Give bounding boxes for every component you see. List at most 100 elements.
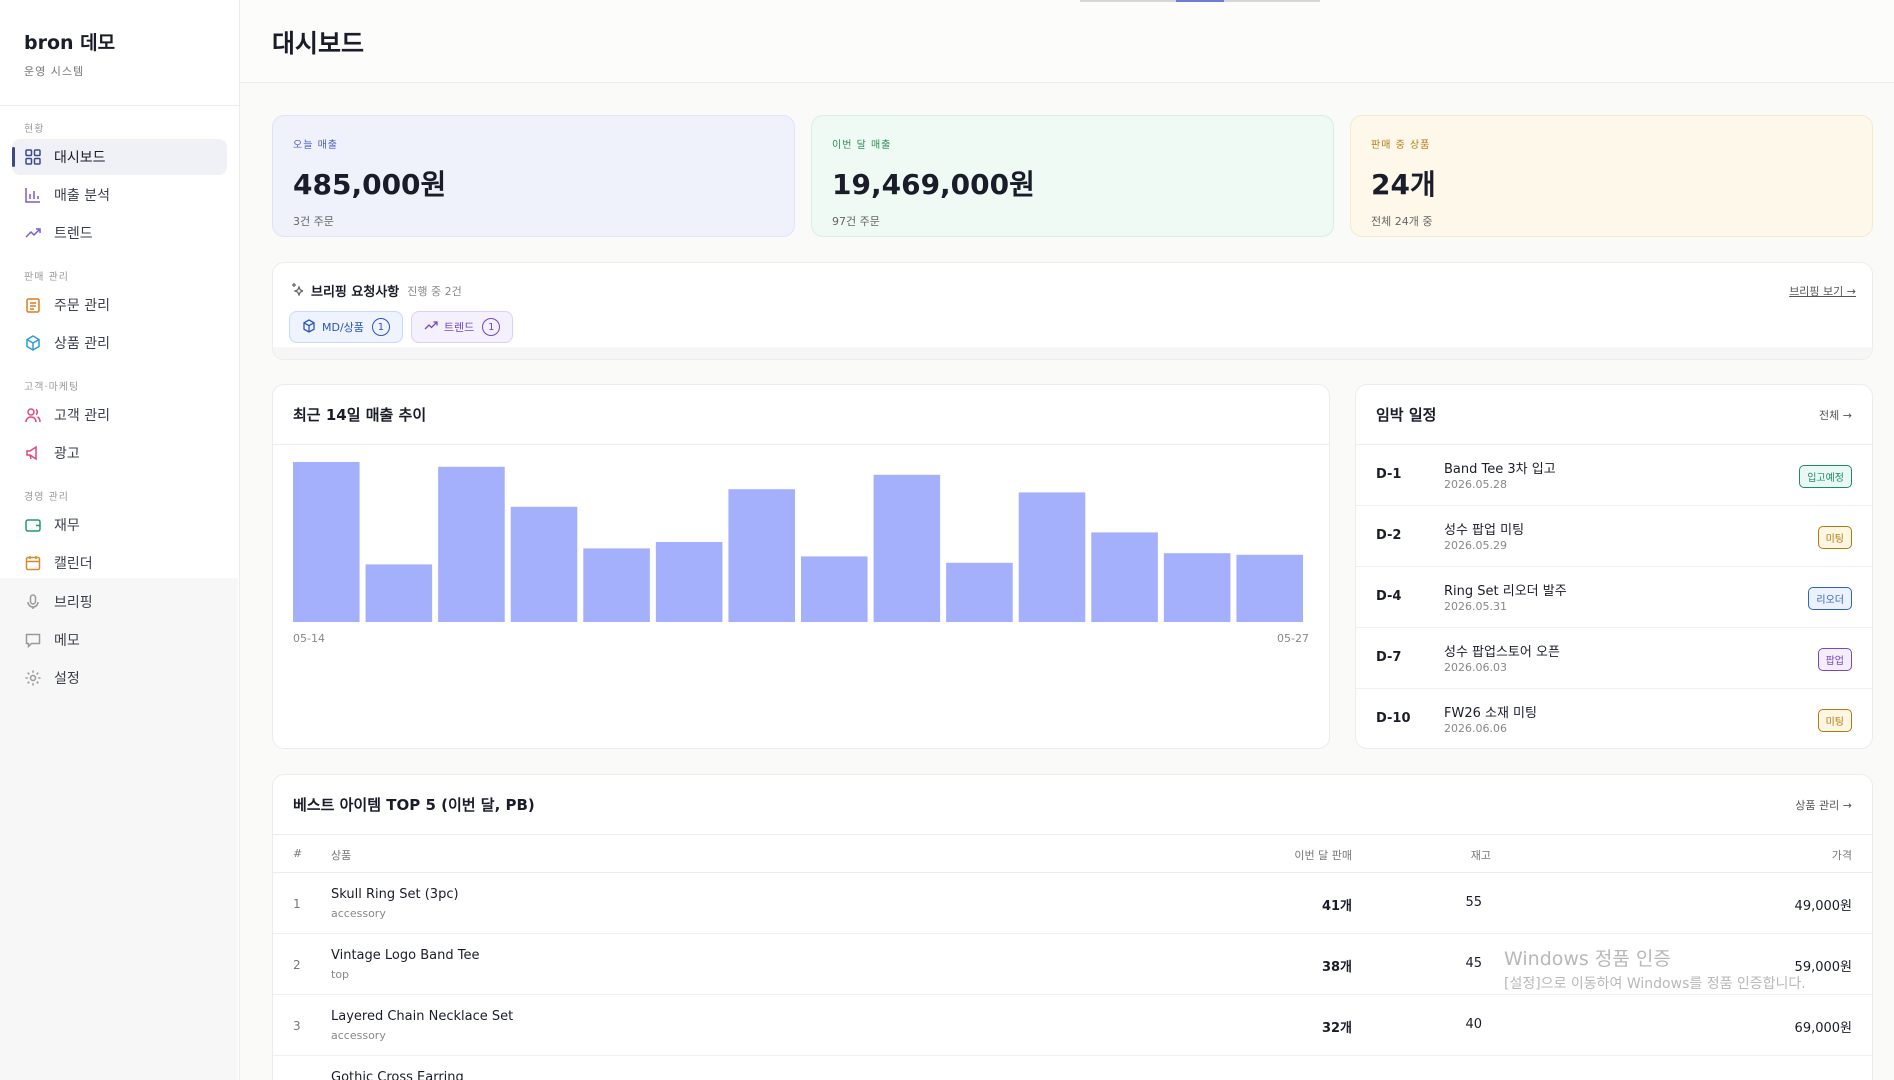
- chip-trend[interactable]: 트렌드 1: [410, 311, 514, 343]
- sidebar-item-customers[interactable]: 고객 관리: [12, 397, 227, 433]
- page-header: 대시보드: [240, 0, 1894, 83]
- chart-bar-05-22[interactable]: [873, 474, 941, 622]
- table-row[interactable]: 4 Gothic Cross Earring: [273, 1056, 1872, 1080]
- sidebar-item-products[interactable]: 상품 관리: [12, 325, 227, 361]
- sidebar-item-calendar[interactable]: 캘린더: [12, 545, 227, 581]
- chip-count: 1: [482, 318, 501, 336]
- chart-bar-05-25[interactable]: [1091, 532, 1158, 622]
- chart-bar-05-21[interactable]: [801, 556, 868, 622]
- message-icon: [24, 631, 42, 649]
- view-briefing-link[interactable]: 브리핑 보기 →: [1789, 285, 1856, 298]
- monthly-sales: 38개: [1321, 960, 1352, 975]
- sidebar-item-dashboard[interactable]: 대시보드: [12, 139, 227, 175]
- stat-sub: 97건 주문: [832, 215, 880, 228]
- box-icon: [302, 318, 322, 336]
- sidebar-item-sales-analysis[interactable]: 매출 분석: [12, 177, 227, 213]
- product-name: Vintage Logo Band Tee: [331, 948, 480, 963]
- product-name: Layered Chain Necklace Set: [331, 1009, 514, 1024]
- watermark-title: Windows 정품 인증: [1504, 948, 1671, 970]
- mic-icon: [24, 593, 42, 611]
- sidebar-item-trend[interactable]: 트렌드: [12, 215, 227, 251]
- briefing-meta: 진행 중 2건: [407, 284, 462, 298]
- product-management-link[interactable]: 상품 관리 →: [1795, 798, 1852, 812]
- sidebar-item-memo[interactable]: 메모: [12, 622, 227, 658]
- users-icon: [24, 406, 42, 424]
- chart-bar-05-24[interactable]: [1018, 492, 1086, 622]
- x-tick-label-end: 05-27: [1277, 632, 1309, 645]
- sidebar-item-ads[interactable]: 광고: [12, 435, 227, 471]
- chart-bar-05-23[interactable]: [946, 562, 1013, 622]
- stat-value: 24개: [1371, 168, 1436, 201]
- brand-name: bron 데모: [24, 32, 116, 54]
- briefing-requests: 브리핑 요청사항 진행 중 2건 브리핑 보기 → MD/상품 1 트렌드 1: [272, 262, 1873, 360]
- sidebar-item-label: 고객 관리: [54, 408, 110, 424]
- stat-sub: 3건 주문: [293, 215, 334, 228]
- schedule-item[interactable]: D-7 성수 팝업스토어 오픈 2026.06.03 팝업: [1356, 628, 1872, 689]
- product-category: top: [331, 968, 350, 981]
- clipboard-icon: [24, 296, 42, 314]
- schedule-dday: D-7: [1376, 650, 1402, 665]
- chart-bar-05-18[interactable]: [583, 548, 650, 622]
- table-row[interactable]: 3 Layered Chain Necklace Set accessory 3…: [273, 995, 1872, 1056]
- product-category: accessory: [331, 907, 386, 920]
- col-price: 가격: [1831, 849, 1852, 862]
- row-rank: 3: [293, 1019, 301, 1033]
- upcoming-schedule-panel: 임박 일정 전체 → D-1 Band Tee 3차 입고 2026.05.28…: [1355, 384, 1873, 749]
- chart-bar-05-15[interactable]: [365, 564, 433, 622]
- stat-sub: 전체 24개 중: [1371, 215, 1433, 228]
- chip-md-product[interactable]: MD/상품 1: [289, 311, 403, 343]
- chip-count: 1: [371, 318, 390, 336]
- chart-bar-05-19[interactable]: [655, 542, 723, 622]
- panel-header: 최근 14일 매출 추이: [273, 385, 1329, 445]
- sales-trend-panel: 최근 14일 매출 추이 05-14 05-27: [272, 384, 1330, 749]
- chart-bar-05-27[interactable]: [1236, 554, 1303, 622]
- stock: 45: [1465, 956, 1482, 971]
- gear-icon: [24, 669, 42, 687]
- schedule-item[interactable]: D-1 Band Tee 3차 입고 2026.05.28 입고예정: [1356, 445, 1872, 506]
- sidebar-item-finance[interactable]: 재무: [12, 507, 227, 543]
- sidebar-item-label: 브리핑: [54, 595, 93, 611]
- table-row[interactable]: 1 Skull Ring Set (3pc) accessory 41개 55 …: [273, 873, 1872, 934]
- sidebar-lower-background: [0, 578, 238, 1080]
- sidebar-item-label: 캘린더: [54, 556, 93, 572]
- dashboard-grid-icon: [24, 148, 42, 166]
- sidebar-item-orders[interactable]: 주문 관리: [12, 287, 227, 323]
- briefing-header: 브리핑 요청사항 진행 중 2건: [289, 281, 462, 300]
- schedule-title: 성수 팝업 미팅: [1444, 523, 1525, 538]
- schedule-badge: 리오더: [1808, 587, 1852, 610]
- sidebar-item-settings[interactable]: 설정: [12, 660, 227, 696]
- sidebar-item-label: 광고: [54, 446, 80, 462]
- top-tab-active: [1176, 0, 1224, 2]
- chart-bar-05-26[interactable]: [1163, 553, 1231, 622]
- stat-value: 485,000원: [293, 168, 447, 201]
- nav-section-status: 현황: [24, 124, 45, 135]
- chart-bar-05-20[interactable]: [728, 489, 795, 622]
- chart-bar-05-14[interactable]: [293, 462, 360, 622]
- chart-bar-05-16[interactable]: [438, 466, 505, 622]
- col-product: 상품: [331, 849, 352, 862]
- view-all-link[interactable]: 전체 →: [1819, 408, 1852, 422]
- col-sales: 이번 달 판매: [1294, 849, 1352, 862]
- calendar-icon: [24, 554, 42, 572]
- schedule-dday: D-10: [1376, 711, 1411, 726]
- monthly-sales: 41개: [1321, 899, 1352, 914]
- sidebar-item-label: 트렌드: [54, 226, 93, 242]
- schedule-date: 2026.06.03: [1444, 661, 1507, 674]
- stock: 55: [1465, 895, 1482, 910]
- panel-header: 베스트 아이템 TOP 5 (이번 달, PB) 상품 관리 →: [273, 775, 1872, 835]
- schedule-item[interactable]: D-10 FW26 소재 미팅 2026.06.06 미팅: [1356, 689, 1872, 748]
- sidebar-item-label: 재무: [54, 518, 80, 534]
- bar-chart-icon: [24, 186, 42, 204]
- table-row[interactable]: 2 Vintage Logo Band Tee top 38개 45 59,00…: [273, 934, 1872, 995]
- schedule-badge: 미팅: [1817, 526, 1852, 549]
- row-rank: 1: [293, 897, 301, 911]
- panel-title: 최근 14일 매출 추이: [293, 406, 427, 424]
- sidebar-item-briefing[interactable]: 브리핑: [12, 584, 227, 620]
- wallet-icon: [24, 516, 42, 534]
- windows-activation-watermark: Windows 정품 인증 [설정]으로 이동하여 Windows를 정품 인증…: [1504, 944, 1806, 993]
- schedule-item[interactable]: D-4 Ring Set 리오더 발주 2026.05.31 리오더: [1356, 567, 1872, 628]
- chart-bar-05-17[interactable]: [510, 506, 578, 622]
- schedule-item[interactable]: D-2 성수 팝업 미팅 2026.05.29 미팅: [1356, 506, 1872, 567]
- sidebar-item-label: 상품 관리: [54, 336, 110, 352]
- x-tick-label-start: 05-14: [293, 632, 325, 645]
